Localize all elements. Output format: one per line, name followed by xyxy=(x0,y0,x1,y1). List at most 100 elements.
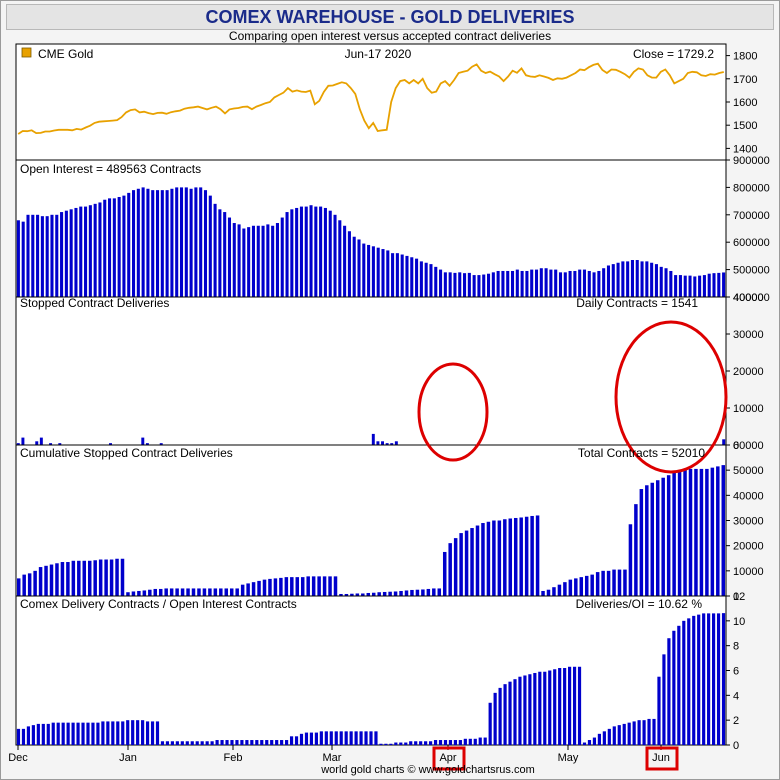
oi-bar xyxy=(410,257,414,297)
oi-bar xyxy=(146,188,150,297)
ratio-bar xyxy=(721,613,726,745)
oi-bar xyxy=(448,272,452,297)
ratio-bar xyxy=(702,613,706,745)
ratio-bar xyxy=(597,733,601,745)
ratio-bar xyxy=(275,740,279,745)
ratio-bar xyxy=(359,731,363,745)
cumulative-bar xyxy=(710,467,715,596)
ratio-bar xyxy=(682,620,686,745)
oi-bar xyxy=(654,264,658,297)
stopped-bar xyxy=(376,441,380,445)
oi-bar xyxy=(40,216,44,297)
ratio-bar xyxy=(230,740,234,745)
ratio-bar xyxy=(394,742,398,745)
stopped-bar xyxy=(145,443,149,445)
ratio-bar xyxy=(612,726,616,746)
oi-bar xyxy=(520,270,524,297)
oi-bar xyxy=(352,236,356,297)
oi-bar xyxy=(155,190,160,297)
ratio-bar xyxy=(155,721,160,745)
ratio-bar xyxy=(26,726,30,746)
cumulative-deliveries-label: Cumulative Stopped Contract Deliveries xyxy=(20,446,233,460)
ratio-bar xyxy=(712,613,716,745)
oi-bar xyxy=(199,187,203,297)
cumulative-bar xyxy=(251,582,256,596)
cumulative-bar xyxy=(186,588,190,596)
x-tick-label: Mar xyxy=(323,752,342,764)
cumulative-bar xyxy=(481,523,485,596)
oi-bar xyxy=(717,272,721,297)
ratio-bar xyxy=(419,741,423,745)
cumulative-bar xyxy=(153,588,158,596)
cumulative-bar xyxy=(262,579,267,596)
ratio-bar xyxy=(463,738,467,745)
oi-bar xyxy=(563,272,567,297)
oi-bar xyxy=(400,254,404,297)
ratio-bar xyxy=(354,731,358,745)
ratio-bar xyxy=(592,737,597,745)
oi-bar xyxy=(443,272,447,297)
ratio-bar xyxy=(667,638,671,745)
cumulative-bar xyxy=(415,589,420,596)
oi-bar xyxy=(285,212,289,297)
y-tick-label: 1400 xyxy=(733,143,757,155)
ratio-bar xyxy=(61,722,65,745)
oi-bar xyxy=(357,239,361,297)
oi-bar xyxy=(367,244,371,297)
oi-bar xyxy=(223,212,227,297)
oi-bar xyxy=(712,273,716,297)
ratio-bar xyxy=(707,613,711,745)
cumulative-bar xyxy=(235,588,239,596)
oi-bar xyxy=(218,209,222,297)
oi-bar xyxy=(640,261,644,297)
oi-bar xyxy=(122,195,126,297)
oi-bar xyxy=(549,269,553,297)
oi-bar xyxy=(678,275,682,297)
panel-stopped xyxy=(15,296,727,446)
deliveries-oi-label: Deliveries/OI = 10.62 % xyxy=(576,597,703,611)
ratio-bar xyxy=(36,723,40,745)
ratio-bar xyxy=(716,613,721,745)
oi-bar xyxy=(405,255,409,297)
cumulative-bar xyxy=(601,570,605,596)
ratio-bar xyxy=(642,720,646,745)
cumulative-bar xyxy=(574,578,578,596)
cumulative-bar xyxy=(639,489,644,596)
ratio-bar xyxy=(498,687,502,745)
y-tick-label: 500000 xyxy=(733,265,770,277)
ratio-bar xyxy=(111,721,115,745)
ratio-bar xyxy=(170,741,174,745)
ratio-bar xyxy=(150,721,155,745)
stopped-deliveries-label: Stopped Contract Deliveries xyxy=(20,296,169,310)
stopped-bar xyxy=(39,437,43,445)
oi-bar xyxy=(371,246,375,297)
ratio-bar xyxy=(379,743,383,745)
ratio-bar xyxy=(677,625,681,745)
oi-bar xyxy=(386,250,390,297)
ratio-bar xyxy=(533,672,537,745)
y-tick-label: 0 xyxy=(733,591,739,603)
ratio-bar xyxy=(548,670,552,745)
oi-bar xyxy=(36,214,40,297)
ratio-bar xyxy=(523,675,527,745)
cumulative-bar xyxy=(224,588,229,596)
y-tick-label: 40000 xyxy=(733,292,764,304)
cumulative-bar xyxy=(442,551,447,596)
cumulative-bar xyxy=(131,591,136,596)
chart-subtitle: Comparing open interest versus accepted … xyxy=(228,29,552,43)
oi-bar xyxy=(266,224,270,297)
oi-bar xyxy=(395,253,399,297)
ratio-bar xyxy=(81,722,85,745)
oi-bar xyxy=(606,265,610,297)
ratio-bar xyxy=(483,737,487,745)
square-swatch-icon xyxy=(21,47,32,58)
y-tick-label: 1700 xyxy=(733,74,757,86)
stopped-bar xyxy=(109,443,112,445)
oi-bar xyxy=(55,214,59,297)
y-tick-label: 8 xyxy=(733,641,739,653)
cumulative-bar xyxy=(541,590,545,596)
cumulative-bar xyxy=(137,590,141,596)
cumulative-bar xyxy=(77,560,81,596)
y-tick-label: 400000 xyxy=(733,292,770,304)
ratio-bar xyxy=(443,740,448,745)
